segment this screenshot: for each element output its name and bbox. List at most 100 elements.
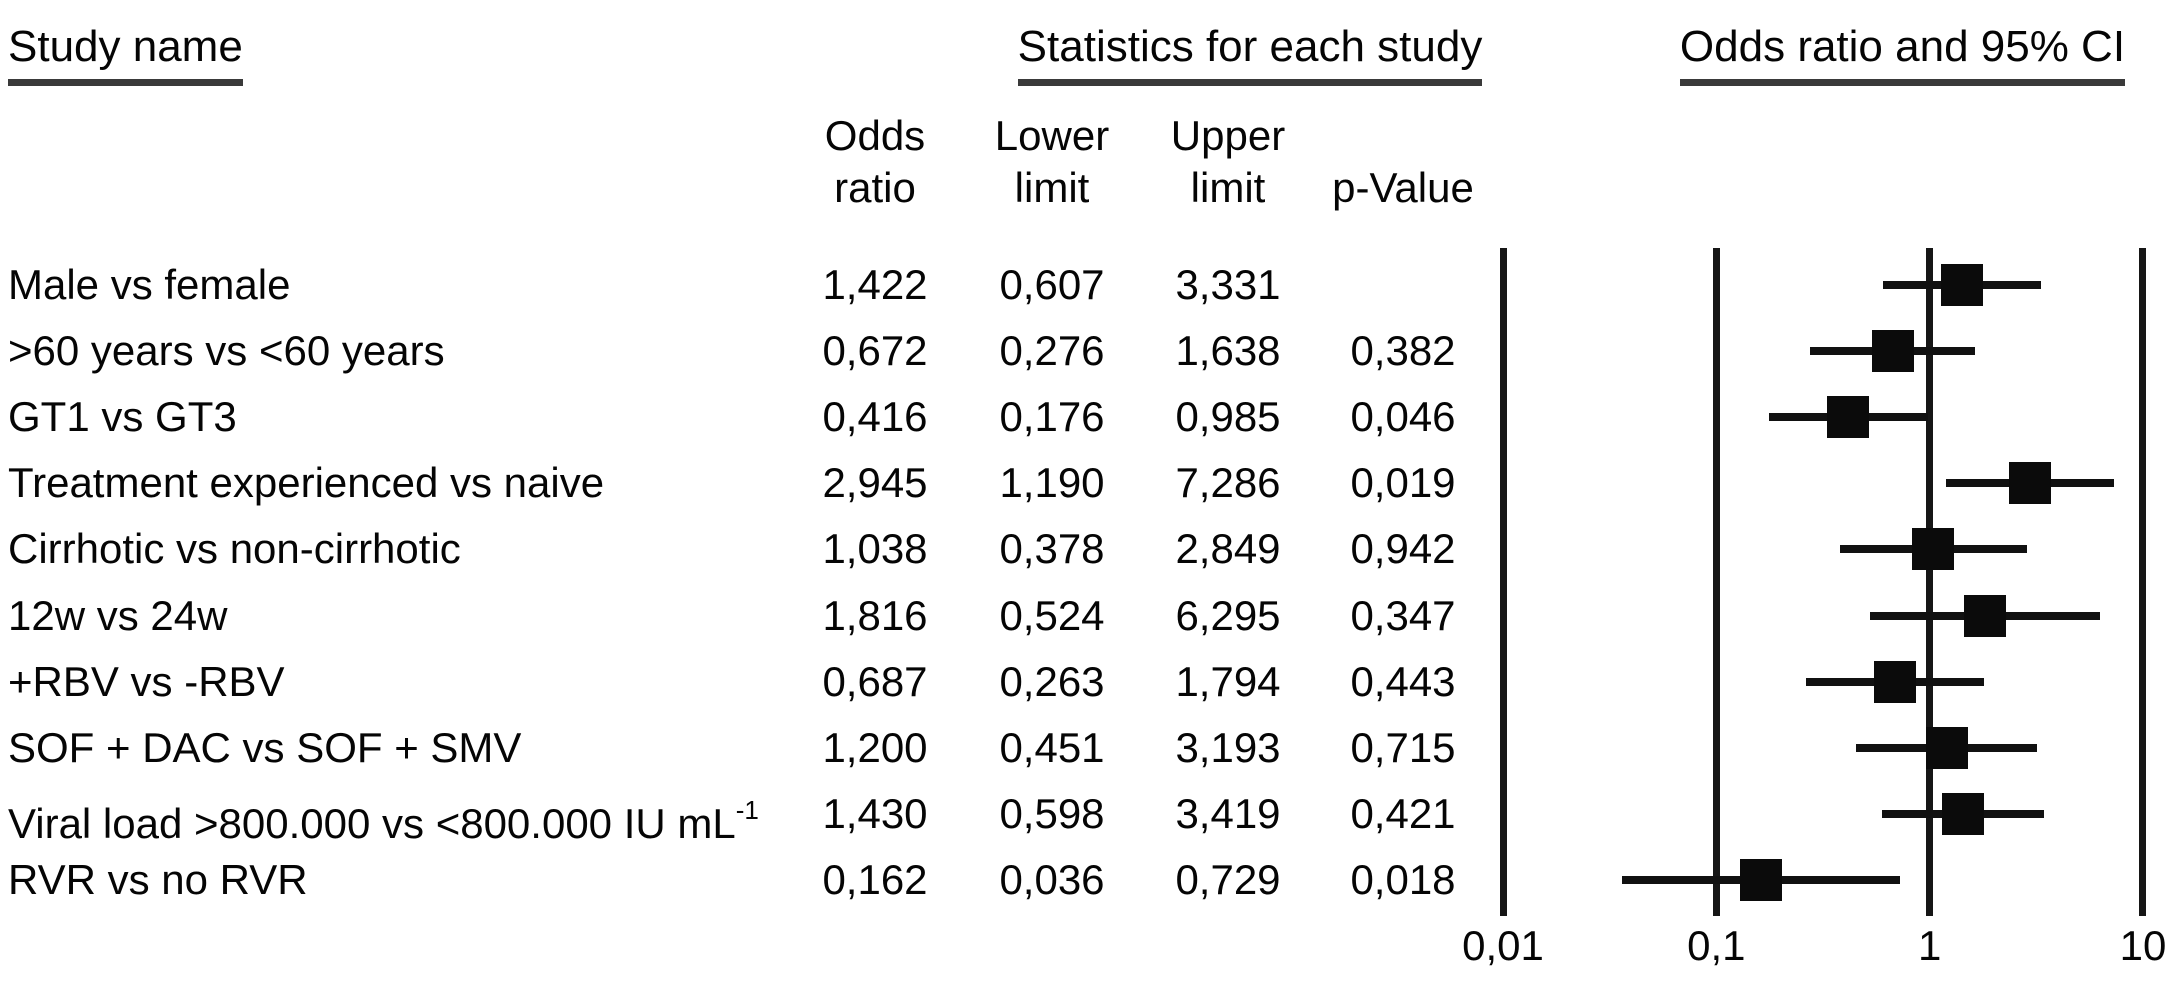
column-header-odds-ratio-line1: Odds	[824, 112, 926, 159]
odds-ratio-marker	[1912, 528, 1955, 571]
odds-ratio-marker	[1873, 660, 1916, 703]
upper-limit-value: 3,419	[1175, 789, 1281, 837]
table-row: Viral load >800.000 vs <800.000 IU mL-1 1…	[0, 788, 2173, 847]
study-name-label: RVR vs no RVR	[8, 854, 308, 906]
study-name-text: +RBV vs -RBV	[8, 657, 285, 705]
study-name-text: GT1 vs GT3	[8, 393, 237, 441]
lower-limit-value: 0,263	[999, 657, 1105, 705]
p-value-value: 0,046	[1350, 393, 1456, 441]
study-name-text: Male vs female	[8, 261, 291, 308]
column-header-odds-ratio: Odds ratio	[765, 100, 985, 214]
study-name-header-text: Study name	[8, 22, 243, 86]
p-value-value: 0,421	[1350, 789, 1456, 837]
p-value-value: 0,715	[1350, 723, 1456, 771]
odds-ratio-value: 1,422	[822, 261, 928, 308]
table-row: Cirrhotic vs non-cirrhotic 1,038 0,378 2,84…	[0, 523, 2173, 575]
odds-ratio-value: 1,038	[822, 525, 928, 573]
study-name-label: SOF + DAC vs SOF + SMV	[8, 722, 521, 774]
odds-ratio-value: 0,162	[822, 855, 928, 903]
lower-limit-value: 0,036	[999, 855, 1105, 903]
study-name-text: >60 years vs <60 years	[8, 327, 445, 375]
column-header-p-value: p-Value	[1293, 100, 1513, 214]
study-name-text: Viral load >800.000 vs <800.000 IU mL	[8, 799, 736, 847]
upper-limit-value: 1,794	[1175, 657, 1281, 705]
odds-ratio-marker	[1871, 330, 1914, 373]
odds-ratio-marker	[1941, 792, 1984, 835]
plot-header-text: Odds ratio and 95% CI	[1679, 22, 2126, 86]
lower-limit-value: 0,276	[999, 327, 1105, 375]
odds-ratio-marker	[1925, 726, 1968, 769]
axis-tick-label: 0,01	[1462, 922, 1544, 969]
upper-limit-value: 1,638	[1175, 327, 1281, 375]
study-name-text: Treatment experienced vs naive	[8, 459, 605, 507]
lower-limit-value: 1,190	[999, 459, 1105, 507]
odds-ratio-value: 1,200	[822, 723, 928, 771]
study-name-superscript: -1	[735, 794, 759, 825]
odds-ratio-marker	[2008, 462, 2051, 505]
axis-tick-label: 10	[2119, 922, 2167, 969]
study-name-label: 12w vs 24w	[8, 590, 227, 642]
upper-limit-value: 7,286	[1175, 459, 1281, 507]
upper-limit-value: 6,295	[1175, 591, 1281, 639]
upper-limit-value: 3,331	[1175, 261, 1281, 308]
study-name-text: RVR vs no RVR	[8, 855, 308, 903]
column-header-upper-limit-line1: Upper	[1170, 112, 1286, 159]
p-value-value: 0,347	[1350, 591, 1456, 639]
table-row: Treatment experienced vs naive 2,945 1,190…	[0, 457, 2173, 509]
odds-ratio-value: 2,945	[822, 459, 928, 507]
upper-limit-value: 0,729	[1175, 855, 1281, 903]
study-name-label: Cirrhotic vs non-cirrhotic	[8, 523, 461, 575]
odds-ratio-value: 0,416	[822, 393, 928, 441]
upper-limit-value: 0,985	[1175, 393, 1281, 441]
axis-tick-label: 1	[1917, 922, 1942, 969]
table-row: SOF + DAC vs SOF + SMV 1,200 0,451 3,193 0,7…	[0, 722, 2173, 774]
odds-ratio-value: 0,672	[822, 327, 928, 375]
axis-gridline	[2139, 248, 2147, 916]
study-name-label: Viral load >800.000 vs <800.000 IU mL-1	[8, 788, 759, 850]
study-name-label: +RBV vs -RBV	[8, 656, 285, 708]
study-name-label: GT1 vs GT3	[8, 391, 237, 443]
statistics-header: Statistics for each study	[980, 22, 1520, 86]
p-value-value: 0,019	[1350, 459, 1456, 507]
column-header-upper-limit: Upper limit	[1118, 100, 1338, 214]
axis-gridline	[1499, 248, 1507, 916]
upper-limit-value: 2,849	[1175, 525, 1281, 573]
lower-limit-value: 0,524	[999, 591, 1105, 639]
table-row: >60 years vs <60 years 0,672 0,276 1,638 0,3…	[0, 325, 2173, 377]
lower-limit-value: 0,451	[999, 723, 1105, 771]
column-header-lower-limit-line1: Lower	[994, 112, 1110, 159]
column-header-upper-limit-line2: limit	[1190, 164, 1266, 211]
study-name-label: >60 years vs <60 years	[8, 325, 445, 377]
odds-ratio-marker	[1740, 858, 1783, 901]
statistics-header-text: Statistics for each study	[1017, 22, 1483, 86]
lower-limit-value: 0,176	[999, 393, 1105, 441]
odds-ratio-marker	[1963, 594, 2006, 637]
plot-header: Odds ratio and 95% CI	[1650, 22, 2155, 86]
p-value-value: 0,443	[1350, 657, 1456, 705]
column-header-odds-ratio-line2: ratio	[834, 164, 916, 211]
study-name-header: Study name	[8, 22, 243, 86]
table-row: +RBV vs -RBV 0,687 0,263 1,794 0,443	[0, 656, 2173, 708]
lower-limit-value: 0,378	[999, 525, 1105, 573]
odds-ratio-value: 0,687	[822, 657, 928, 705]
study-name-text: Cirrhotic vs non-cirrhotic	[8, 525, 461, 573]
study-name-label: Male vs female	[8, 259, 290, 311]
table-row: 12w vs 24w 1,816 0,524 6,295 0,347	[0, 590, 2173, 642]
axis-gridline	[1926, 248, 1934, 916]
odds-ratio-value: 1,430	[822, 789, 928, 837]
axis-tick-label: 0,1	[1687, 922, 1746, 969]
lower-limit-value: 0,607	[999, 261, 1105, 308]
odds-ratio-value: 1,816	[822, 591, 928, 639]
study-name-text: 12w vs 24w	[8, 591, 228, 639]
study-name-text: SOF + DAC vs SOF + SMV	[8, 723, 522, 771]
axis-gridline	[1712, 248, 1720, 916]
odds-ratio-marker	[1827, 396, 1870, 439]
p-value-value: 0,942	[1350, 525, 1456, 573]
p-value-value: 0,382	[1350, 327, 1456, 375]
column-header-lower-limit-line2: limit	[1014, 164, 1090, 211]
table-row: Male vs female 1,422 0,607 3,331	[0, 259, 2173, 311]
table-row: GT1 vs GT3 0,416 0,176 0,985 0,046	[0, 391, 2173, 443]
column-header-p-value-text: p-Value	[1332, 164, 1474, 211]
odds-ratio-marker	[1941, 264, 1984, 306]
